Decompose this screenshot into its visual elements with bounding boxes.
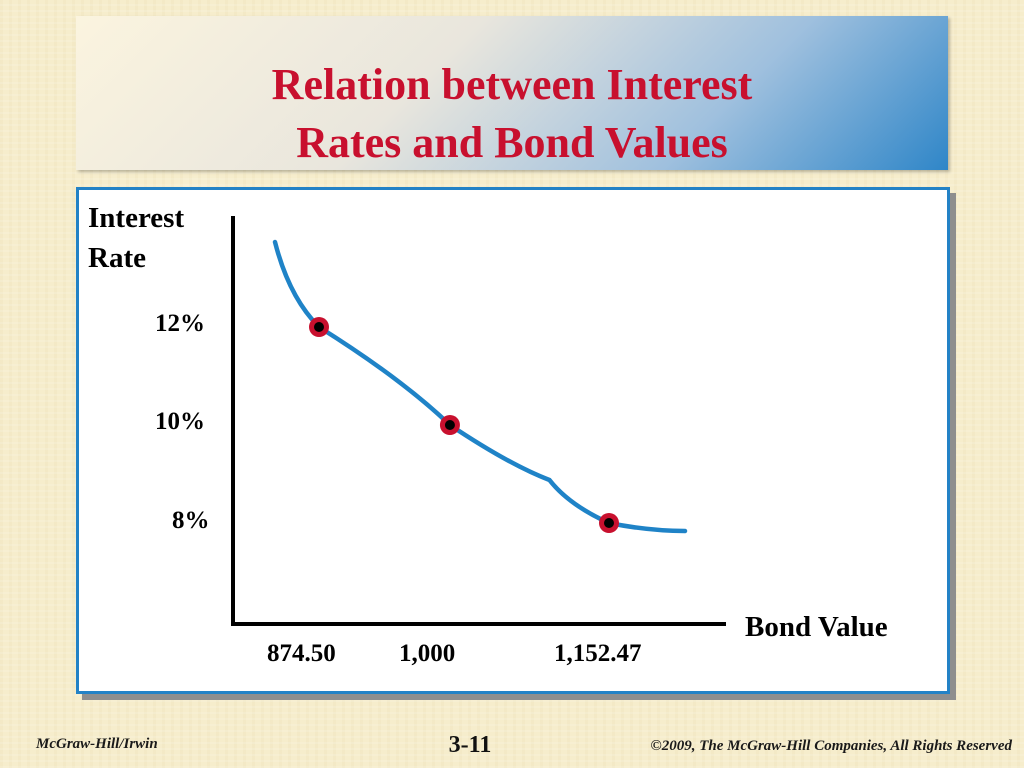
- x-tick-label: 874.50: [267, 640, 336, 667]
- interest-rate-curve: [272, 239, 688, 534]
- chart-panel: Interest Rate Bond Value 12% 10% 8% 874.…: [76, 187, 950, 694]
- title-line-2: Rates and Bond Values: [296, 118, 728, 167]
- y-axis-title-line-1: Interest: [88, 202, 185, 234]
- copyright-notice: ©2009, The McGraw-Hill Companies, All Ri…: [650, 738, 1013, 754]
- y-tick-label: 10%: [155, 408, 205, 435]
- title-line-1: Relation between Interest: [271, 60, 753, 109]
- data-point-dot: [314, 322, 324, 332]
- slide-title: Relation between Interest Rates and Bond…: [76, 56, 948, 172]
- data-point-dot: [444, 420, 455, 430]
- y-axis-title-line-2: Rate: [88, 242, 146, 274]
- y-axis-title: Interest Rate: [88, 198, 184, 278]
- y-tick-label: 12%: [155, 310, 205, 337]
- y-tick-label: 8%: [172, 507, 210, 534]
- data-points: [309, 317, 619, 533]
- page-number: 3-11: [448, 732, 492, 758]
- publisher-label: McGraw-Hill/Irwin: [36, 736, 158, 752]
- bond-value-chart: [231, 216, 726, 626]
- title-banner: Relation between Interest Rates and Bond…: [76, 16, 948, 170]
- x-tick-label: 1,152.47: [554, 640, 642, 667]
- data-point-dot: [604, 518, 614, 528]
- x-tick-label: 1,000: [399, 640, 456, 667]
- x-axis-title: Bond Value: [745, 611, 888, 643]
